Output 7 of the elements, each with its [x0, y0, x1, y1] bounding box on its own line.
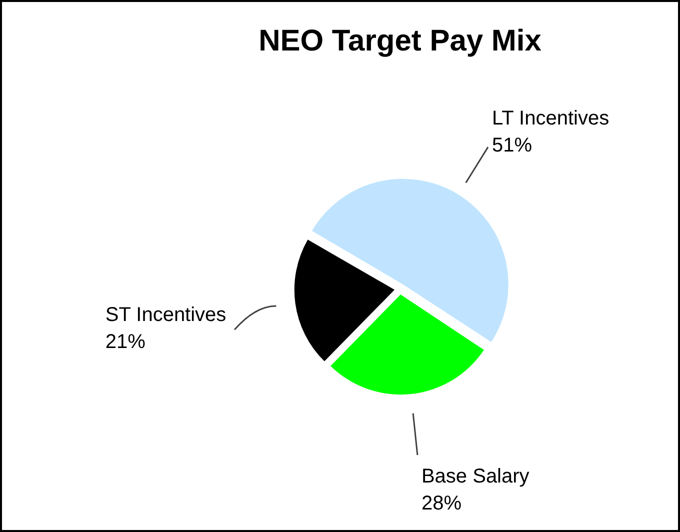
- slice-label: Base Salary: [421, 466, 530, 488]
- chart-title: NEO Target Pay Mix: [258, 24, 542, 58]
- slice-label: LT Incentives: [492, 108, 610, 130]
- slice-label: ST Incentives: [105, 304, 226, 326]
- data-label: 28%: [421, 492, 462, 515]
- data-label: 21%: [105, 331, 146, 354]
- data-label: 51%: [492, 134, 532, 157]
